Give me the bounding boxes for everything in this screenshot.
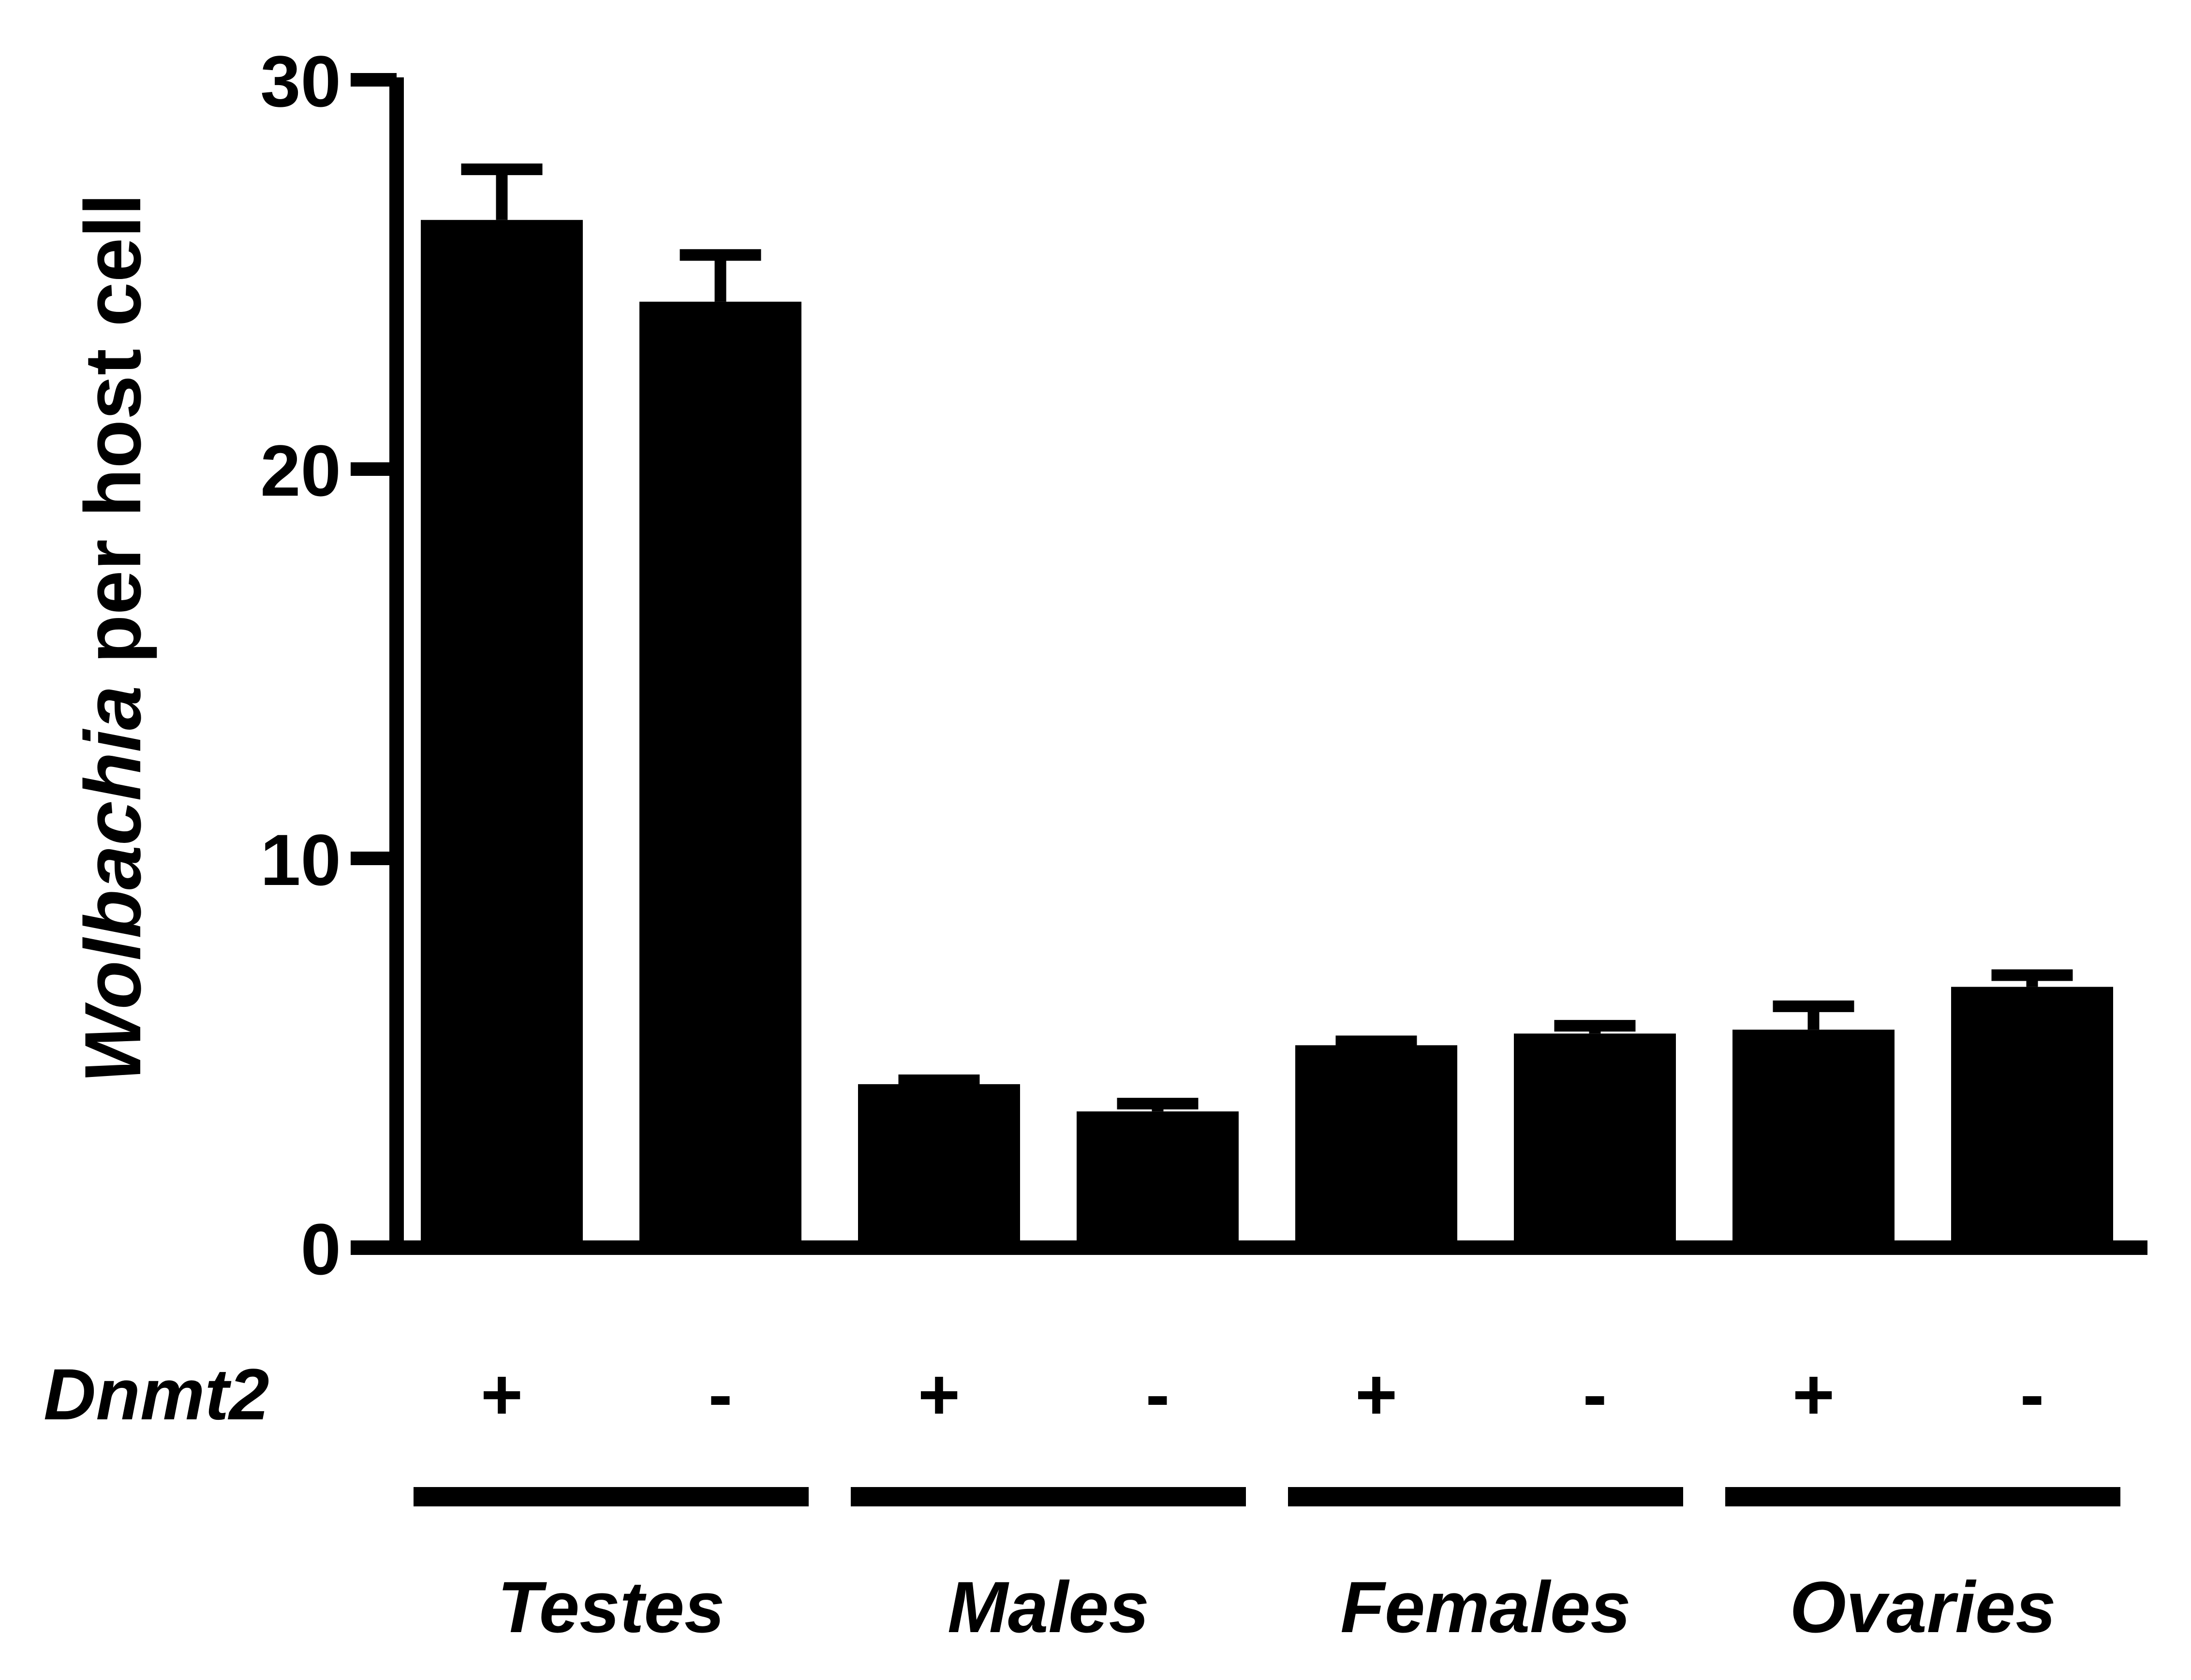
genotype-label: - xyxy=(1146,1354,1170,1435)
group-label: Females xyxy=(1340,1566,1630,1648)
bar xyxy=(639,301,801,1248)
bar xyxy=(1732,1030,1895,1248)
y-axis: 0 10 20 30 xyxy=(260,41,404,1290)
group-label: Testes xyxy=(498,1566,725,1648)
y-tick-label: 20 xyxy=(260,430,341,511)
group-label: Ovaries xyxy=(1790,1566,2056,1648)
bar xyxy=(1514,1033,1676,1248)
bar xyxy=(1077,1111,1239,1248)
group-label: Males xyxy=(947,1566,1149,1648)
y-axis-label-italic: Wolbachia xyxy=(68,686,157,1083)
y-axis-label: Wolbachia per host cell xyxy=(68,193,157,1083)
row-label: Dnmt2 xyxy=(44,1354,269,1435)
y-tick-label: 0 xyxy=(301,1208,341,1290)
genotype-label: - xyxy=(1583,1354,1607,1435)
category-labels: + - + - + - + - Dnmt2 Testes Males Females Ovaries xyxy=(44,1354,2120,1648)
bar xyxy=(1951,987,2113,1248)
y-tick-label: 30 xyxy=(260,41,341,122)
bars xyxy=(421,163,2113,1248)
bar xyxy=(421,220,583,1248)
y-axis-label-text: per host cell xyxy=(68,193,157,663)
bar xyxy=(858,1084,1020,1248)
genotype-label: + xyxy=(918,1354,961,1435)
genotype-label: + xyxy=(481,1354,523,1435)
genotype-label: + xyxy=(1792,1354,1835,1435)
bar xyxy=(1295,1045,1457,1248)
genotype-label: - xyxy=(2020,1354,2044,1435)
genotype-label: - xyxy=(709,1354,733,1435)
y-tick-label: 10 xyxy=(260,819,341,900)
genotype-label: + xyxy=(1355,1354,1398,1435)
